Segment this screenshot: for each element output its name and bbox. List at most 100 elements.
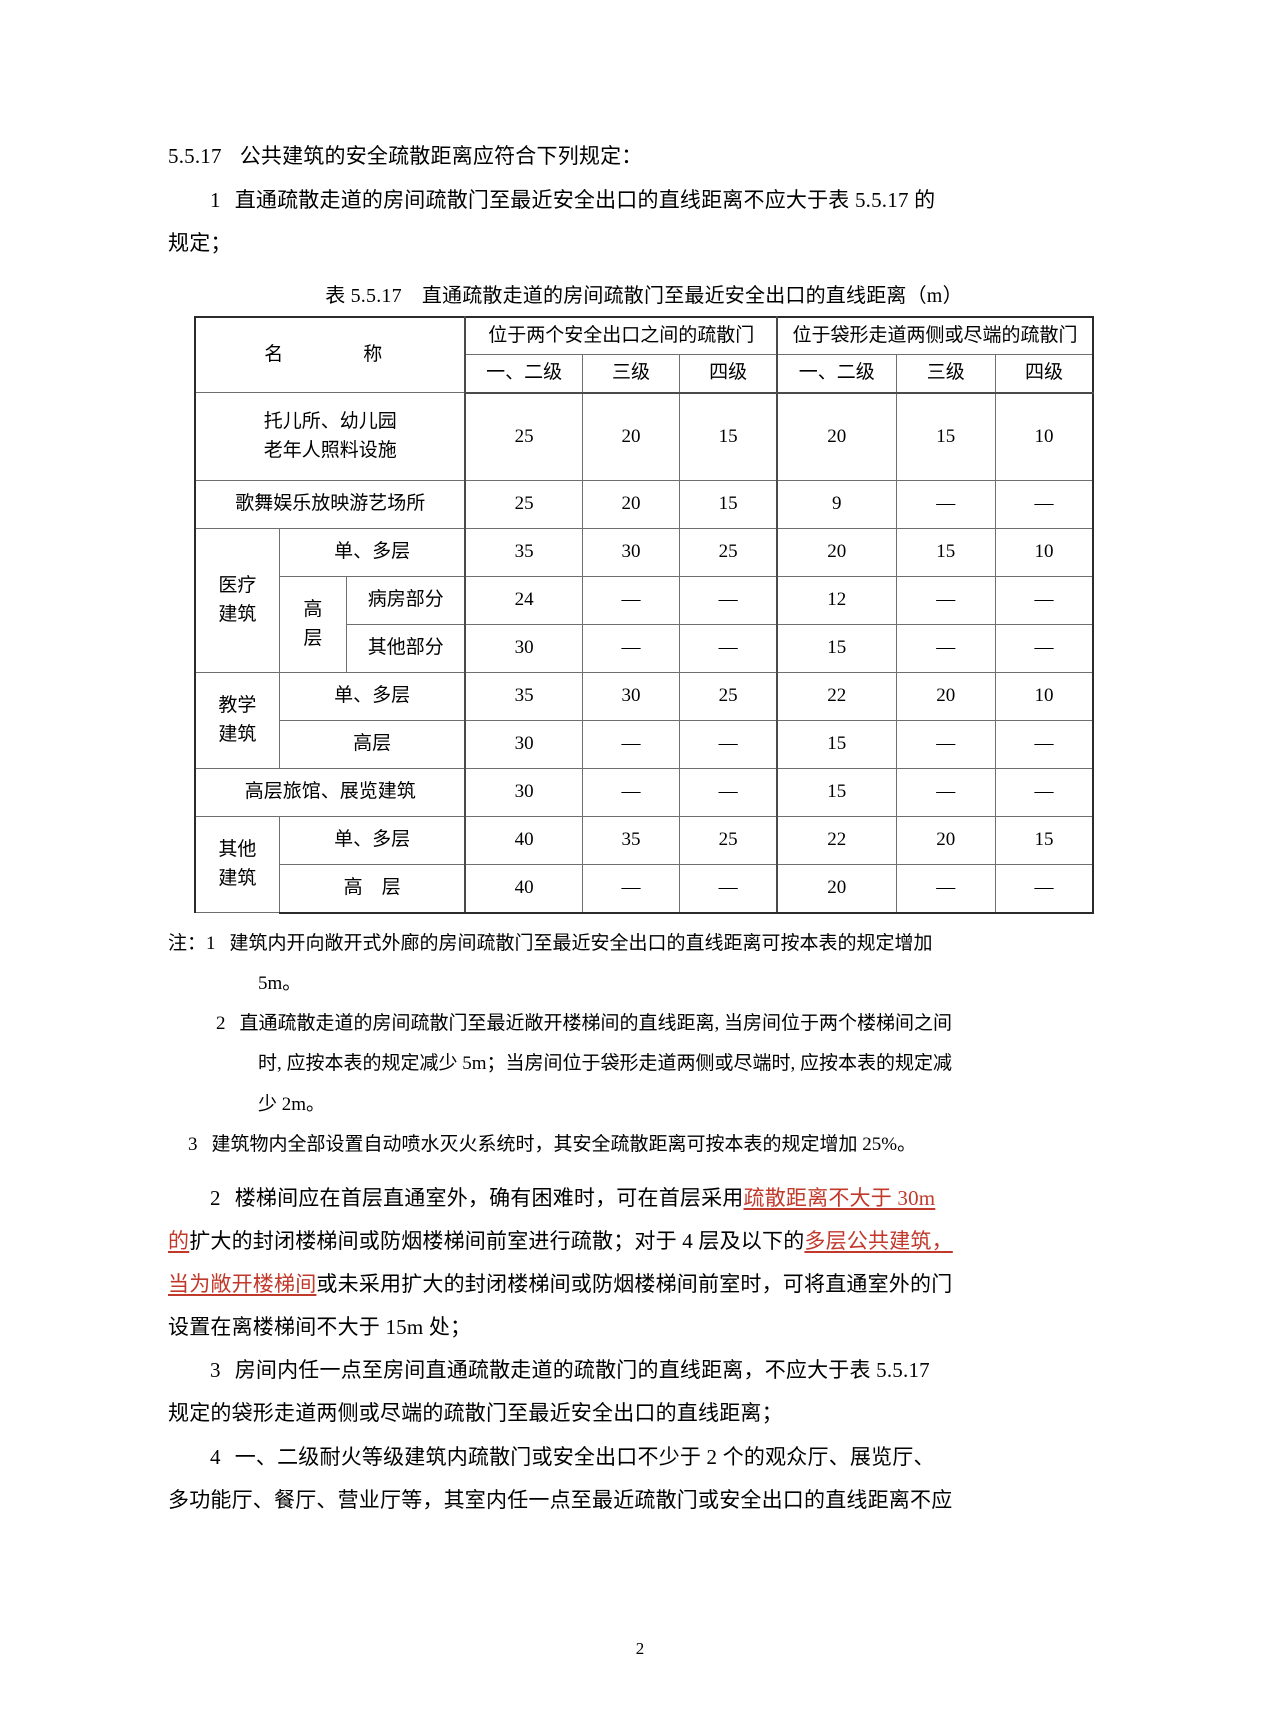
cell-value: 15 [679,392,779,482]
cell-value: — [895,576,997,626]
row-label-line1: 托儿所、幼儿园 [263,411,397,433]
cell-value: — [995,480,1095,530]
cell-value: — [679,864,779,914]
cell-value: 20 [776,528,897,578]
table-row: 其他部分 30 — — 15 — — [195,624,1095,674]
cell-value: — [679,720,779,770]
note-index: 3 [188,1133,198,1155]
cell-value: 30 [464,624,583,674]
item-2-text-a: 楼梯间应在首层直通室外，确有困难时，可在首层采用 [234,1186,744,1211]
page-number: 2 [635,1639,645,1658]
header-group-between: 位于两个安全出口之间的疏散门 [464,315,779,356]
cell-value: 15 [776,768,897,818]
cell-value: 15 [995,816,1095,866]
group-label-line1: 其他 [218,839,257,861]
group-label-line2: 建筑 [218,867,257,889]
clause-items-continued: 2 楼梯间应在首层直通室外，确有困难时，可在首层采用疏散距离不大于 30m 的扩大… [168,1177,1120,1521]
table-row: 其他 建筑 单、多层 40 35 25 22 20 15 [193,816,1095,914]
clause-item-3: 3 房间内任一点至房间直通疏散走道的疏散门的直线距离，不应大于表 5.5.17 [168,1349,1120,1392]
row-tier-highrise: 高 层 [278,576,347,674]
cell-value: 25 [464,480,583,530]
cell-value: 20 [895,816,997,866]
group-label-line2: 建筑 [218,723,257,745]
cell-value: 20 [895,672,997,722]
cell-value: 30 [464,768,583,818]
row-sub-label: 单、多层 [278,528,467,578]
cell-value: — [581,768,681,818]
table-row: 高层 30 — — 15 — — [195,720,1095,770]
revision-mark-1: 疏散距离不大于 30m [743,1186,936,1211]
cell-value: — [995,624,1095,674]
cell-value: 20 [581,392,681,482]
table-notes: 注： 1 建筑内开向敞开式外廊的房间疏散门至最近安全出口的直线距离可按本表的规定… [168,924,1120,1166]
note-continuation: 少 2m。 [258,1093,326,1115]
note-continuation: 时, 应按本表的规定减少 5m；当房间位于袋形走道两侧或尽端时, 应按本表的规定… [258,1053,953,1075]
table-caption: 表 5.5.17 直通疏散走道的房间疏散门至最近安全出口的直线距离（m） [168,279,1120,308]
header-grade-3: 四级 [679,354,779,394]
group-label-line1: 教学 [218,695,257,717]
cell-value: 40 [464,864,583,914]
item-3-text-a: 房间内任一点至房间直通疏散走道的疏散门的直线距离，不应大于表 5.5.17 [234,1358,930,1383]
note-text: 直通疏散走道的房间疏散门至最近敞开楼梯间的直线距离, 当房间位于两个楼梯间之间 [239,1013,953,1035]
revision-mark-2: 多层公共建筑， [804,1229,953,1254]
clause-number: 5.5.17 [168,144,222,168]
row-group-teaching: 教学 建筑 [193,672,280,770]
cell-value: 40 [464,816,583,866]
tier-label-line2: 层 [303,627,323,649]
row-label-nursery: 托儿所、幼儿园 老年人照料设施 [193,392,467,482]
row-sub-label: 其他部分 [345,624,467,674]
clause-item-1: 1 直通疏散走道的房间疏散门至最近安全出口的直线距离不应大于表 5.5.17 的 [168,179,1120,222]
cell-value: 20 [776,392,897,482]
cell-value: 10 [995,528,1095,578]
cell-value: — [995,720,1095,770]
row-sub-label: 单、多层 [278,672,467,722]
group-label-line2: 建筑 [218,603,257,625]
evacuation-distance-table: 名 称 位于两个安全出口之间的疏散门 位于袋形走道两侧或尽端的疏散门 一、二级 … [193,315,1095,914]
cell-value: — [895,480,997,530]
revision-mark-3: 当为敞开楼梯间 [168,1272,317,1297]
header-grade-1: 一、二级 [464,354,583,394]
cell-value: 30 [581,528,681,578]
cell-value: 25 [679,672,779,722]
row-label-hotel-exhibition: 高层旅馆、展览建筑 [193,768,467,818]
cell-value: 30 [581,672,681,722]
cell-value: 35 [581,816,681,866]
group-label-line1: 医疗 [218,575,257,597]
notes-label: 注： [168,932,207,954]
row-sub-label: 病房部分 [345,576,467,626]
note-continuation: 5m。 [258,972,302,994]
cell-value: 30 [464,720,583,770]
note-text: 建筑物内全部设置自动喷水灭火系统时，其安全疏散距离可按本表的规定增加 25%。 [211,1133,917,1155]
cell-value: 15 [776,720,897,770]
cell-value: 15 [776,624,897,674]
cell-value: — [581,720,681,770]
clause-item-2-line3: 当为敞开楼梯间或未采用扩大的封闭楼梯间或防烟楼梯间前室时，可将直通室外的门 [168,1263,1120,1306]
note-index: 1 [206,932,216,954]
row-sub-label: 单、多层 [278,816,467,866]
revision-mark-1b: 的 [168,1229,190,1254]
cell-value: 22 [776,816,897,866]
cell-value: — [895,864,997,914]
row-sub-label: 高层 [278,720,467,770]
row-label-entertainment: 歌舞娱乐放映游艺场所 [193,480,467,530]
cell-value: — [995,864,1095,914]
item-number-3: 3 [210,1358,221,1383]
cell-value: 15 [895,392,997,482]
table-row: 歌舞娱乐放映游艺场所 25 20 15 9 — — [193,480,1095,530]
clause-item-3-line2: 规定的袋形走道两侧或尽端的疏散门至最近安全出口的直线距离； [168,1401,783,1426]
table-header-row-2: 一、二级 三级 四级 一、二级 三级 四级 [195,354,1095,394]
cell-value: — [581,576,681,626]
cell-value: 35 [464,672,583,722]
cell-value: — [895,720,997,770]
item-number-4: 4 [210,1444,221,1469]
row-group-medical: 医疗 建筑 [193,528,280,674]
cell-value: 20 [776,864,897,914]
item-4-text-a: 一、二级耐火等级建筑内疏散门或安全出口不少于 2 个的观众厅、展览厅、 [234,1444,935,1469]
cell-value: 20 [581,480,681,530]
row-group-other: 其他 建筑 [193,816,280,914]
item-2-text-c: 或未采用扩大的封闭楼梯间或防烟楼梯间前室时，可将直通室外的门 [316,1272,953,1297]
header-grade-5: 三级 [895,354,997,394]
clause-item-4-line2: 多功能厅、餐厅、营业厅等，其室内任一点至最近疏散门或安全出口的直线距离不应 [168,1487,953,1512]
header-group-dead-end: 位于袋形走道两侧或尽端的疏散门 [776,315,1094,356]
